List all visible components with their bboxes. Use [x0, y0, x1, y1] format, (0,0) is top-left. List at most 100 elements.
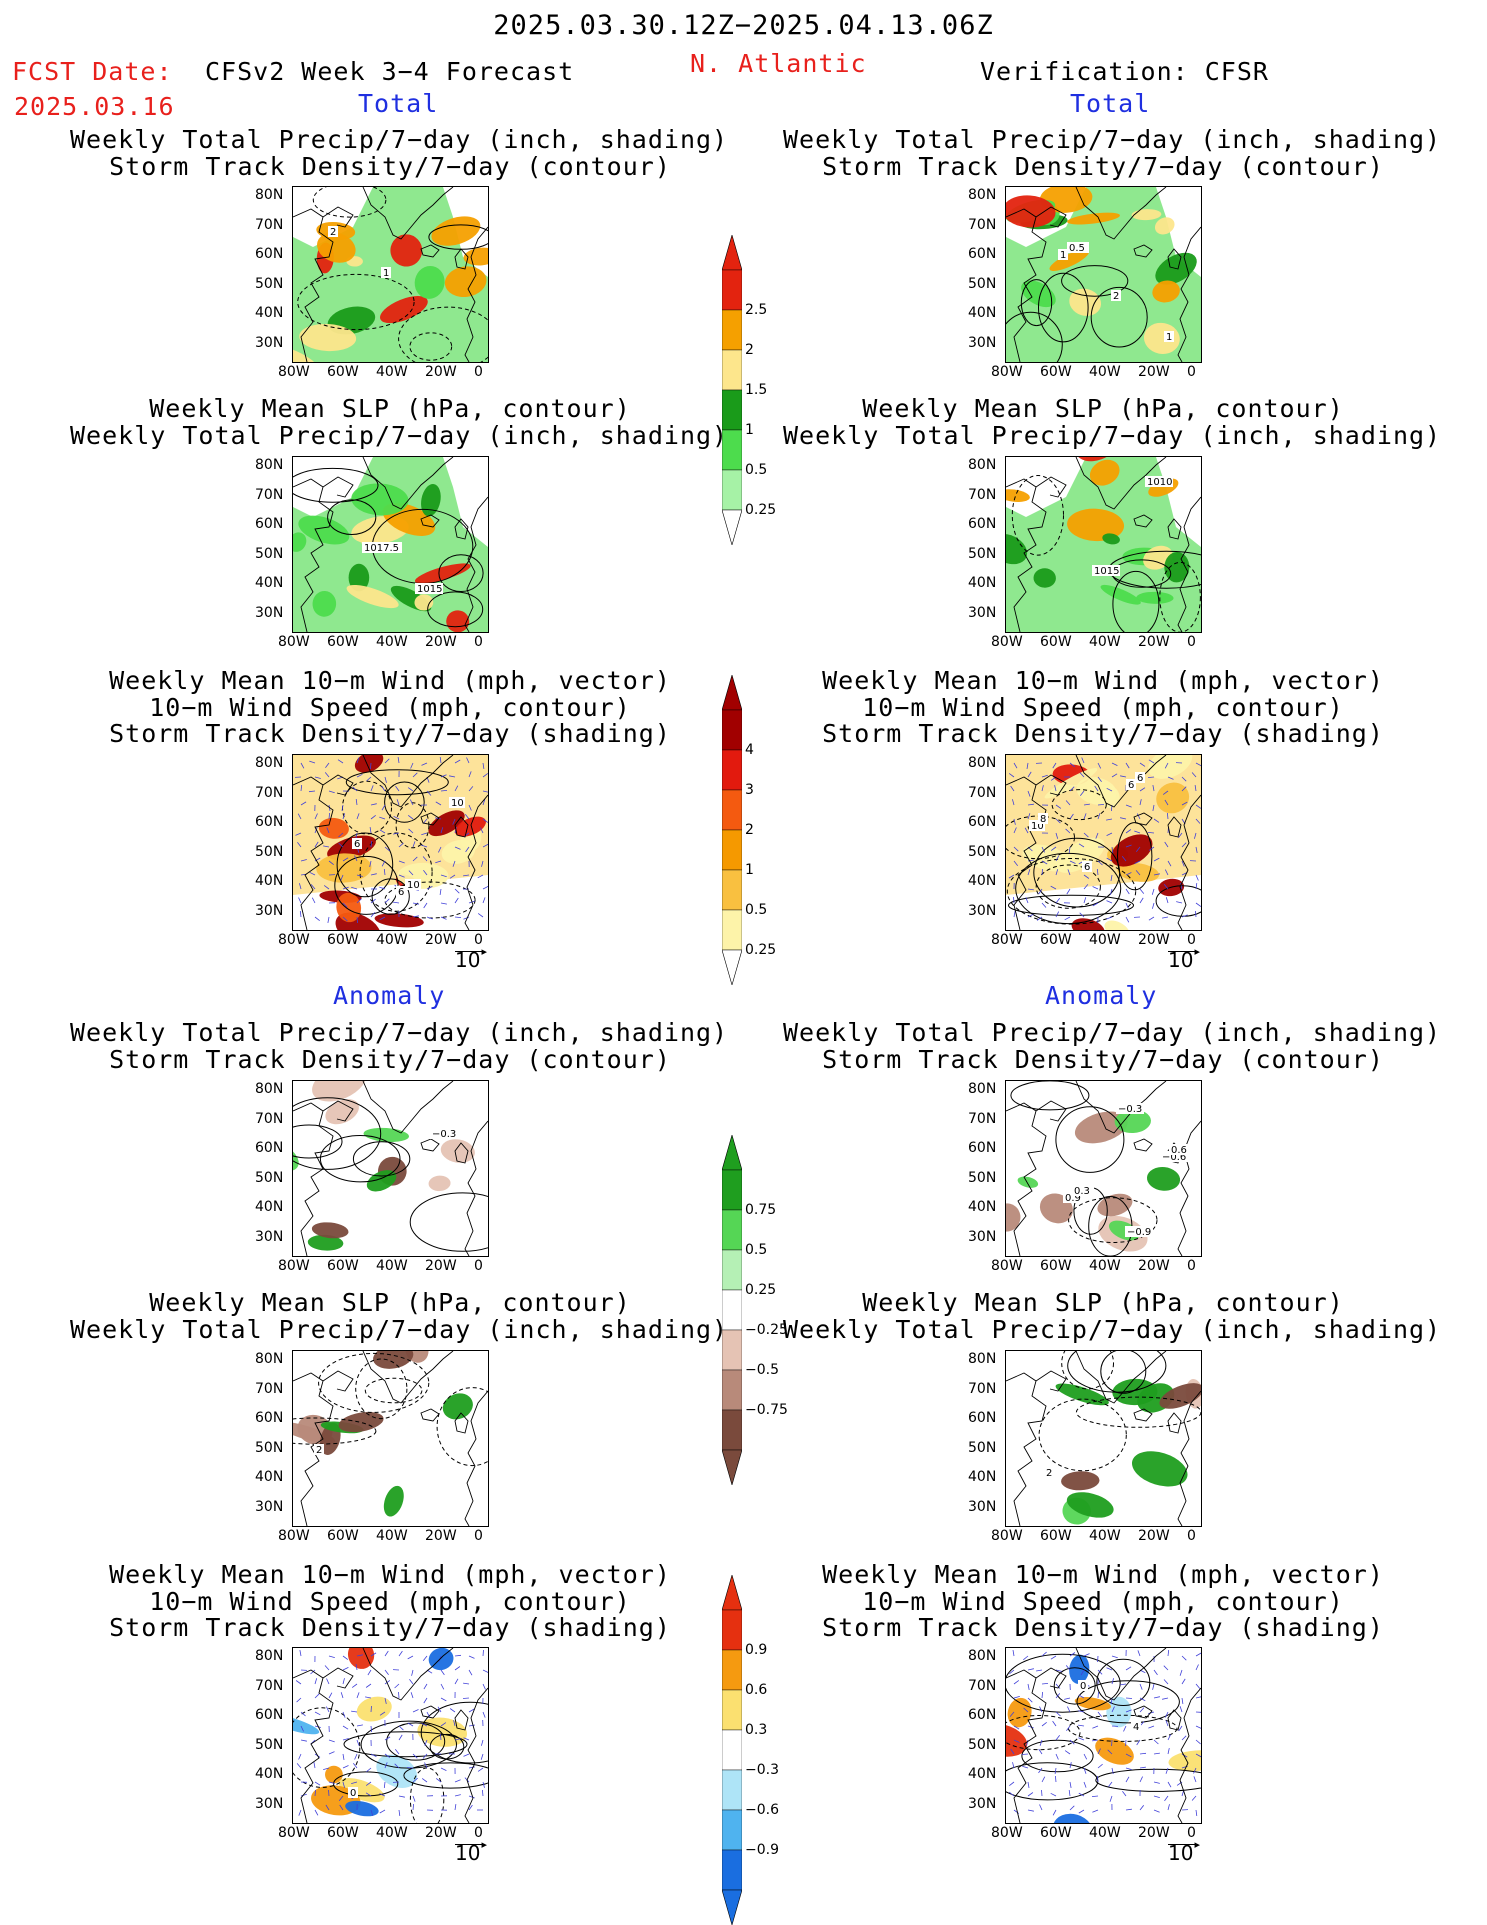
colorbar-label: 4	[745, 742, 754, 758]
vector-reference: ▸ 10	[1168, 945, 1200, 972]
svg-text:1015: 1015	[1094, 566, 1119, 577]
lat-tick: 80N	[255, 187, 284, 203]
contour-label: 0.9	[1063, 1192, 1085, 1204]
lat-tick: 70N	[255, 784, 284, 801]
contour-label: −0.3	[430, 1128, 458, 1140]
lon-tick: 40W	[376, 634, 408, 650]
lat-tick: 70N	[968, 1677, 997, 1694]
contour-label: 4	[1131, 1721, 1141, 1733]
verification-title: Verification: CFSR	[980, 57, 1269, 86]
lat-tick: 80N	[968, 755, 997, 771]
lon-tick: 40W	[1089, 364, 1121, 380]
section-anomaly-right: Anomaly	[1045, 981, 1158, 1010]
contour-label: 0	[1078, 1680, 1088, 1692]
lon-tick: 20W	[1138, 634, 1170, 650]
vector-arrow-icon: ▸	[1168, 1838, 1200, 1851]
lon-tick: 60W	[327, 1528, 359, 1544]
colorbar-label: 0.9	[745, 1642, 768, 1658]
colorbar-label: −0.5	[745, 1362, 779, 1378]
contour-label: 10	[449, 797, 465, 809]
contour-label: 0.6	[1169, 1144, 1191, 1156]
svg-text:2: 2	[316, 1445, 322, 1456]
contour-label: 2	[1044, 1467, 1054, 1479]
lat-tick: 70N	[255, 216, 284, 233]
model-title: CFSv2 Week 3−4 Forecast	[205, 57, 575, 86]
contour-label: 6	[352, 838, 362, 850]
colorbar-label: 2	[745, 342, 754, 358]
colorbar-precip-anom: 0.75 0.5 0.25 −0.25 −0.5 −0.75	[722, 1135, 812, 1485]
lon-tick: 20W	[1138, 1528, 1170, 1544]
svg-text:1010: 1010	[1147, 477, 1172, 488]
lon-tick: 20W	[425, 1528, 457, 1544]
lon-tick: 0	[1187, 1825, 1196, 1841]
colorbar-track-anom: 0.9 0.6 0.3 −0.3 −0.6 −0.9	[722, 1575, 812, 1925]
lon-tick: 0	[1187, 932, 1196, 948]
contour-label: 10	[1029, 820, 1045, 832]
panel-title-t3l-2: 10−m Wind Speed (mph, contour)	[149, 692, 631, 722]
lat-tick: 80N	[255, 1648, 284, 1664]
lon-tick: 60W	[1040, 1825, 1072, 1841]
panel-title-a3l-3: Storm Track Density/7−day (shading)	[109, 1613, 671, 1642]
map-panel-a1r: −0.6 0.9 −0.3 0.6 0.3 −0.9	[1005, 1080, 1202, 1257]
lon-tick: 80W	[991, 932, 1023, 948]
colorbar-track-total: 4 3 2 1 0.5 0.25	[722, 675, 812, 985]
vector-arrow-icon: ▸	[455, 1838, 487, 1851]
lat-tick: 50N	[255, 1169, 284, 1186]
lat-tick: 80N	[255, 1081, 284, 1097]
svg-text:0.5: 0.5	[1069, 243, 1085, 254]
lon-tick: 80W	[278, 634, 310, 650]
colorbar-label: −0.25	[745, 1322, 788, 1338]
colorbar-label: −0.6	[745, 1802, 779, 1818]
lon-tick: 20W	[1138, 364, 1170, 380]
svg-text:1: 1	[383, 268, 389, 279]
lat-tick: 60N	[968, 516, 997, 532]
lon-tick: 40W	[376, 932, 408, 948]
vector-arrow-icon: ▸	[455, 945, 487, 958]
map-panel-t2r: 1015 1010	[1005, 456, 1202, 633]
contour-label: 1017.5	[362, 542, 402, 554]
lat-tick: 70N	[968, 216, 997, 233]
vector-arrow-icon: ▸	[1168, 945, 1200, 958]
lat-tick: 80N	[255, 1351, 284, 1367]
contour-label: 2	[328, 226, 338, 238]
colorbar-label: 3	[745, 782, 754, 798]
svg-text:0: 0	[350, 1788, 356, 1799]
map-panel-a3l: 0	[292, 1647, 489, 1824]
lon-tick: 40W	[1089, 634, 1121, 650]
lat-tick: 30N	[255, 902, 284, 919]
lat-tick: 50N	[968, 1736, 997, 1753]
svg-text:6: 6	[1084, 862, 1090, 873]
lon-tick: 40W	[376, 1825, 408, 1841]
vector-reference: ▸ 10	[1168, 1838, 1200, 1865]
lon-tick: 0	[1187, 1258, 1196, 1274]
panel-title-t3r-1: Weekly Mean 10−m Wind (mph, vector)	[822, 666, 1384, 695]
lon-tick: 40W	[376, 1528, 408, 1544]
contour-label: 6	[1126, 779, 1136, 791]
lat-tick: 70N	[255, 1677, 284, 1694]
panel-title-t2r-2: Weekly Total Precip/7−day (inch, shading…	[783, 420, 1442, 450]
lon-tick: 60W	[1040, 364, 1072, 380]
colorbar-label: 1	[745, 862, 754, 878]
panel-title-t2r-1: Weekly Mean SLP (hPa, contour)	[862, 394, 1344, 423]
svg-text:6: 6	[1137, 773, 1143, 784]
map-panel-t2l: 1017.5 1015	[292, 456, 489, 633]
lon-tick: 20W	[425, 1825, 457, 1841]
contour-label: 0.5	[1067, 242, 1089, 254]
map-panel-a2r: 2	[1005, 1350, 1202, 1527]
lat-tick: 30N	[255, 604, 284, 621]
panel-title-t3r-3: Storm Track Density/7−day (shading)	[822, 719, 1384, 748]
lat-tick: 60N	[255, 1410, 284, 1426]
lat-tick: 80N	[968, 1351, 997, 1367]
lat-tick: 40N	[255, 1199, 284, 1215]
lat-tick: 70N	[255, 1110, 284, 1127]
svg-text:−0.6: −0.6	[1162, 1152, 1186, 1163]
lat-tick: 80N	[255, 755, 284, 771]
lat-tick: 80N	[968, 457, 997, 473]
lat-tick: 70N	[968, 486, 997, 503]
map-panel-a2l: 2	[292, 1350, 489, 1527]
contour-label: 2	[314, 1444, 324, 1456]
colorbar-label: 0.5	[745, 1242, 768, 1258]
lon-tick: 80W	[991, 1528, 1023, 1544]
svg-text:1015: 1015	[417, 584, 442, 595]
